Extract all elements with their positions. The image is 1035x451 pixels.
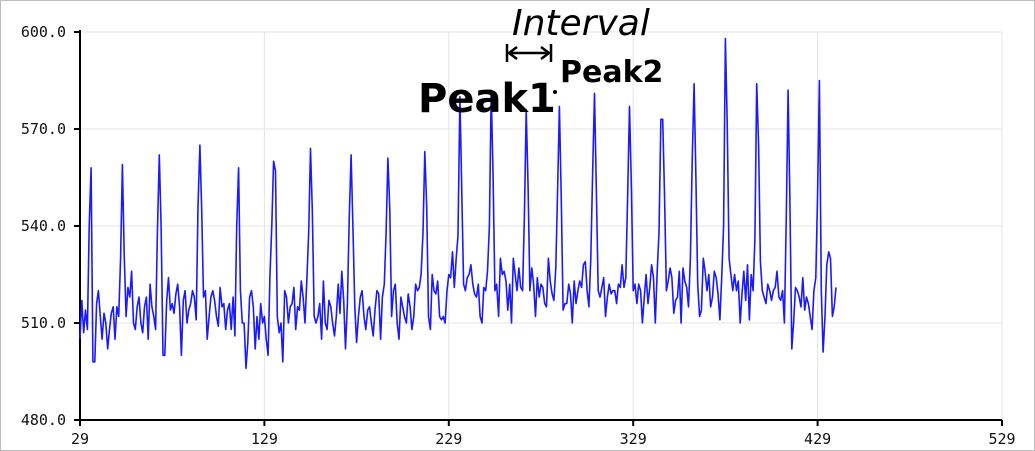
y-tick-label: 480.0 xyxy=(21,411,66,429)
series-line xyxy=(79,37,837,370)
y-ticks: 600.0 570.0 540.0 510.0 480.0 xyxy=(21,23,80,429)
series-layer xyxy=(79,37,837,370)
y-tick-label: 570.0 xyxy=(21,120,66,138)
x-tick-label: 529 xyxy=(988,430,1015,448)
peak2-marker-dot xyxy=(553,90,557,94)
x-ticks: 29 129 229 329 429 529 xyxy=(71,420,1016,448)
x-tick-label: 129 xyxy=(251,430,278,448)
annotation-group: Interval Peak1 Peak2 xyxy=(418,3,663,122)
interval-arrow-icon xyxy=(505,44,553,62)
x-tick-label: 229 xyxy=(435,430,462,448)
x-tick-label: 329 xyxy=(620,430,647,448)
annotation-peak2: Peak2 xyxy=(560,55,663,90)
annotation-interval: Interval xyxy=(512,3,650,44)
y-tick-label: 540.0 xyxy=(21,217,66,235)
x-tick-label: 429 xyxy=(804,430,831,448)
y-tick-label: 600.0 xyxy=(21,23,66,41)
grid-lines xyxy=(80,31,1003,420)
x-tick-label: 29 xyxy=(71,430,89,448)
annotation-peak1: Peak1 xyxy=(418,76,556,122)
y-tick-label: 510.0 xyxy=(21,314,66,332)
